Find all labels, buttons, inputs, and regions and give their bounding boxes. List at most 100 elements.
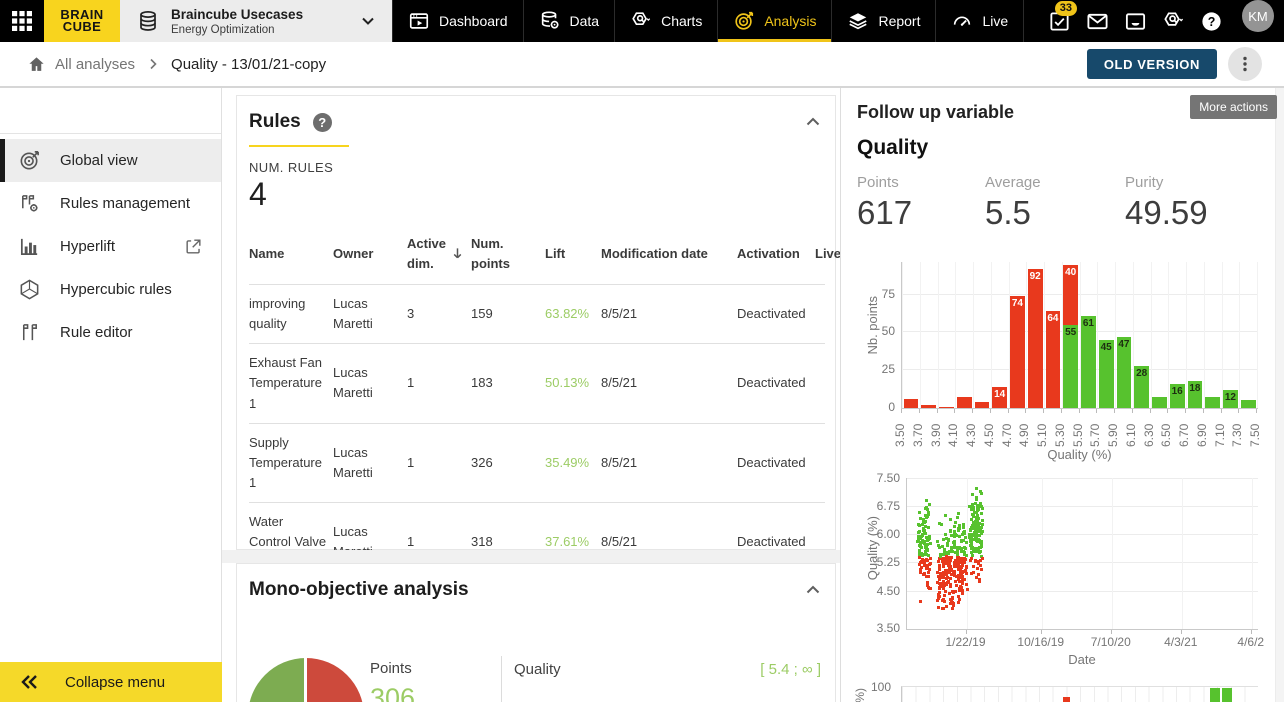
- table-row[interactable]: improving quality Lucas Maretti 3 159 63.82%…: [249, 285, 825, 345]
- scatter-point: [968, 533, 972, 537]
- scatter-point: [926, 580, 930, 584]
- histogram-bar-green: 28: [1134, 365, 1149, 408]
- braincube-logo[interactable]: BRAIN CUBE: [44, 0, 120, 42]
- gridline: [1097, 262, 1099, 408]
- x-tick-label: 6.90: [1194, 423, 1209, 447]
- column-header-owner[interactable]: Owner: [333, 233, 407, 275]
- help-circle-icon[interactable]: ?: [312, 112, 332, 132]
- dashboard-icon: [408, 10, 430, 32]
- collapse-section-icon[interactable]: [805, 114, 821, 130]
- scatter-point: [927, 525, 931, 529]
- sidebar-item-hyperlift[interactable]: Hyperlift: [0, 225, 221, 268]
- column-header-active-dim[interactable]: Active dim.: [407, 223, 471, 284]
- scatter-point: [928, 536, 932, 540]
- mail-icon[interactable]: [1080, 0, 1114, 42]
- bar-value-label: 61: [1082, 317, 1094, 329]
- gridline: [1079, 262, 1081, 408]
- tasks-icon[interactable]: 33: [1042, 0, 1077, 42]
- mono-card-header: Mono-objective analysis: [237, 564, 835, 601]
- nav-tab-analysis[interactable]: Analysis: [717, 0, 832, 42]
- scatter-point: [921, 532, 925, 536]
- scatter-point: [950, 596, 954, 600]
- sidebar-item-global-view[interactable]: Global view: [0, 139, 221, 182]
- scatter-point: [975, 487, 979, 491]
- table-row[interactable]: Exhaust Fan Temperature 1 Lucas Maretti 1 1…: [249, 344, 825, 424]
- scatter-point: [936, 593, 940, 597]
- data-icon: [539, 10, 561, 32]
- gridline: [1111, 478, 1113, 629]
- collapse-menu-button[interactable]: Collapse menu: [0, 662, 222, 702]
- scatter-point: [937, 582, 941, 586]
- project-selector[interactable]: Braincube Usecases Energy Optimization: [120, 0, 392, 42]
- sidebar-item-rules-management[interactable]: Rules management: [0, 182, 221, 225]
- app-grid-icon: [11, 10, 33, 32]
- old-version-button[interactable]: OLD VERSION: [1086, 49, 1217, 79]
- notification-badge: 33: [1054, 1, 1077, 16]
- bar-value-label: 18: [1189, 382, 1201, 394]
- sidebar-item-label: Hyperlift: [60, 238, 116, 255]
- nav-tab-live[interactable]: Live: [935, 0, 1025, 42]
- gridline: [1150, 262, 1152, 408]
- histogram-bar-green: 47: [1116, 337, 1132, 408]
- scatter-point: [926, 508, 930, 512]
- sidebar-item-rule-editor[interactable]: Rule editor: [0, 311, 221, 354]
- nav-tab-data[interactable]: Data: [522, 0, 615, 42]
- panel-scrollbar[interactable]: [1275, 86, 1284, 702]
- tick-mark: [1078, 409, 1080, 413]
- scatter-point: [948, 550, 952, 554]
- sidebar-item-hypercubic-rules[interactable]: Hypercubic rules: [0, 268, 221, 311]
- scatter-point: [963, 532, 967, 536]
- histogram-bar-red: [956, 397, 972, 408]
- scatter-point: [961, 589, 965, 593]
- breadcrumb-root-link[interactable]: All analyses: [55, 55, 136, 73]
- table-row[interactable]: Supply Temperature 1 Lucas Maretti 1 326 35.…: [249, 424, 825, 504]
- scatter-point: [923, 524, 927, 528]
- scatter-point: [925, 552, 929, 556]
- scatter-point: [950, 549, 954, 553]
- scatter-point: [922, 541, 926, 545]
- scatter-x-axis-title: Date: [1068, 652, 1096, 667]
- column-header-name[interactable]: Name: [249, 233, 333, 275]
- gridline: [1221, 262, 1223, 408]
- scatter-point: [917, 511, 921, 515]
- scatter-point: [960, 562, 964, 566]
- column-header-modification-date[interactable]: Modification date: [601, 233, 737, 275]
- sidebar-item-label: Rule editor: [60, 324, 133, 341]
- home-icon[interactable]: [27, 55, 46, 74]
- column-header-live[interactable]: Live: [815, 233, 840, 275]
- charts-search-icon[interactable]: [1156, 0, 1190, 42]
- gridline: [902, 262, 903, 408]
- nav-tab-charts[interactable]: Charts: [614, 0, 717, 42]
- scatter-point: [974, 497, 978, 501]
- column-header-activation[interactable]: Activation: [737, 233, 815, 275]
- scatter-point: [941, 581, 945, 585]
- scatter-point: [953, 580, 957, 584]
- scatter-point: [965, 571, 969, 575]
- column-header-num-points[interactable]: Num. points: [471, 223, 545, 284]
- stat-value-average: 5.5: [985, 194, 1031, 231]
- scatter-point: [975, 519, 979, 523]
- more-actions-button[interactable]: [1228, 47, 1262, 81]
- project-title: Braincube Usecases: [171, 6, 304, 22]
- tick-mark: [1040, 630, 1042, 634]
- column-header-lift[interactable]: Lift: [545, 233, 601, 275]
- double-chevron-left-icon: [20, 674, 38, 690]
- nav-tab-dashboard[interactable]: Dashboard: [392, 0, 523, 42]
- nav-tab-report[interactable]: Report: [831, 0, 935, 42]
- histogram-bar-green: 12: [1223, 389, 1238, 408]
- tick-mark: [901, 409, 902, 413]
- nav-tab-label: Report: [878, 13, 921, 29]
- help-icon[interactable]: ?: [1194, 0, 1228, 42]
- gridline: [1132, 262, 1134, 408]
- user-avatar[interactable]: KM: [1242, 0, 1274, 32]
- scatter-point: [943, 583, 947, 587]
- scatter-point: [953, 551, 957, 555]
- inbox-icon[interactable]: [1118, 0, 1152, 42]
- app-switcher-button[interactable]: [0, 0, 44, 42]
- rule-editor-icon: [18, 321, 41, 344]
- scatter-point: [970, 505, 974, 509]
- scatter-point: [976, 567, 980, 571]
- scatter-point: [948, 585, 952, 589]
- scatter-point: [976, 559, 980, 563]
- collapse-section-icon[interactable]: [805, 582, 821, 598]
